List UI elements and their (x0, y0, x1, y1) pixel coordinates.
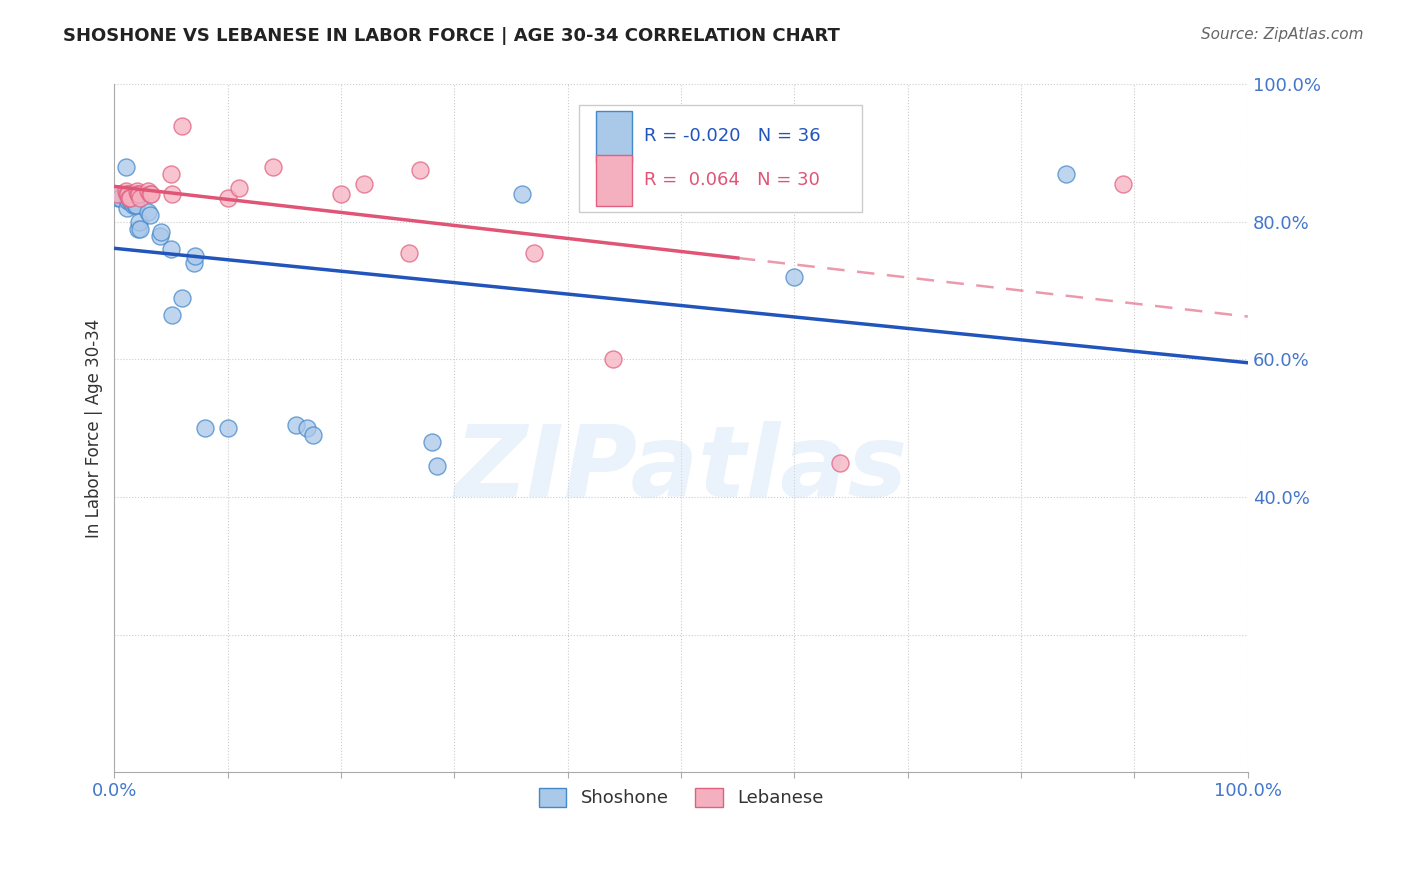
Point (117, 187, 139, 202)
Point (120, 194, 142, 209)
Point (124, 198, 146, 212)
Point (120, 191, 142, 205)
Point (184, 249, 207, 263)
Point (115, 187, 138, 202)
Point (398, 246, 420, 260)
Point (183, 256, 205, 270)
Point (426, 459, 449, 474)
Point (118, 191, 141, 205)
Point (125, 198, 148, 212)
Point (105, 187, 128, 202)
Point (120, 187, 142, 202)
Point (523, 246, 546, 260)
Point (115, 201, 138, 215)
Point (172, 291, 194, 305)
Point (129, 191, 152, 205)
Text: R =  0.064   N = 30: R = 0.064 N = 30 (644, 171, 820, 189)
Point (114, 184, 136, 198)
Point (107, 191, 129, 205)
Point (160, 187, 183, 202)
Point (125, 184, 148, 198)
Point (330, 187, 353, 202)
Point (128, 215, 150, 229)
Point (512, 187, 534, 202)
Point (160, 167, 183, 181)
Point (127, 187, 149, 202)
Point (1056, 167, 1078, 181)
Point (160, 243, 183, 257)
Point (172, 119, 194, 133)
Point (783, 270, 806, 285)
Point (295, 421, 318, 435)
Point (420, 435, 443, 450)
Point (121, 198, 143, 212)
FancyBboxPatch shape (596, 111, 633, 161)
Point (602, 352, 624, 367)
Legend: Shoshone, Lebanese: Shoshone, Lebanese (531, 780, 831, 814)
FancyBboxPatch shape (579, 105, 862, 211)
Point (284, 417, 307, 432)
Point (160, 308, 183, 322)
Text: Source: ZipAtlas.com: Source: ZipAtlas.com (1201, 27, 1364, 42)
Text: ZIPatlas: ZIPatlas (454, 421, 908, 518)
Point (114, 160, 136, 174)
Point (194, 421, 217, 435)
Point (105, 187, 128, 202)
Point (108, 191, 131, 205)
Point (353, 177, 375, 191)
Point (262, 160, 284, 174)
FancyBboxPatch shape (596, 155, 633, 206)
Point (217, 191, 239, 205)
Point (138, 204, 160, 219)
Point (117, 194, 139, 209)
Point (118, 187, 141, 202)
Point (828, 456, 851, 470)
Text: R = -0.020   N = 36: R = -0.020 N = 36 (644, 128, 820, 145)
Point (125, 187, 148, 202)
Point (217, 421, 239, 435)
Point (301, 428, 323, 442)
Point (108, 187, 131, 202)
Point (138, 187, 160, 202)
Text: SHOSHONE VS LEBANESE IN LABOR FORCE | AGE 30-34 CORRELATION CHART: SHOSHONE VS LEBANESE IN LABOR FORCE | AG… (63, 27, 841, 45)
Point (138, 184, 160, 198)
Point (127, 222, 149, 236)
Point (122, 194, 145, 209)
Point (228, 180, 250, 194)
Point (839, 187, 862, 202)
Point (138, 208, 160, 222)
Point (129, 222, 152, 236)
Point (1112, 177, 1135, 191)
Point (128, 187, 150, 202)
Point (139, 187, 162, 202)
Point (149, 228, 172, 243)
Point (409, 163, 432, 178)
Point (149, 225, 172, 239)
Y-axis label: In Labor Force | Age 30-34: In Labor Force | Age 30-34 (86, 318, 103, 538)
